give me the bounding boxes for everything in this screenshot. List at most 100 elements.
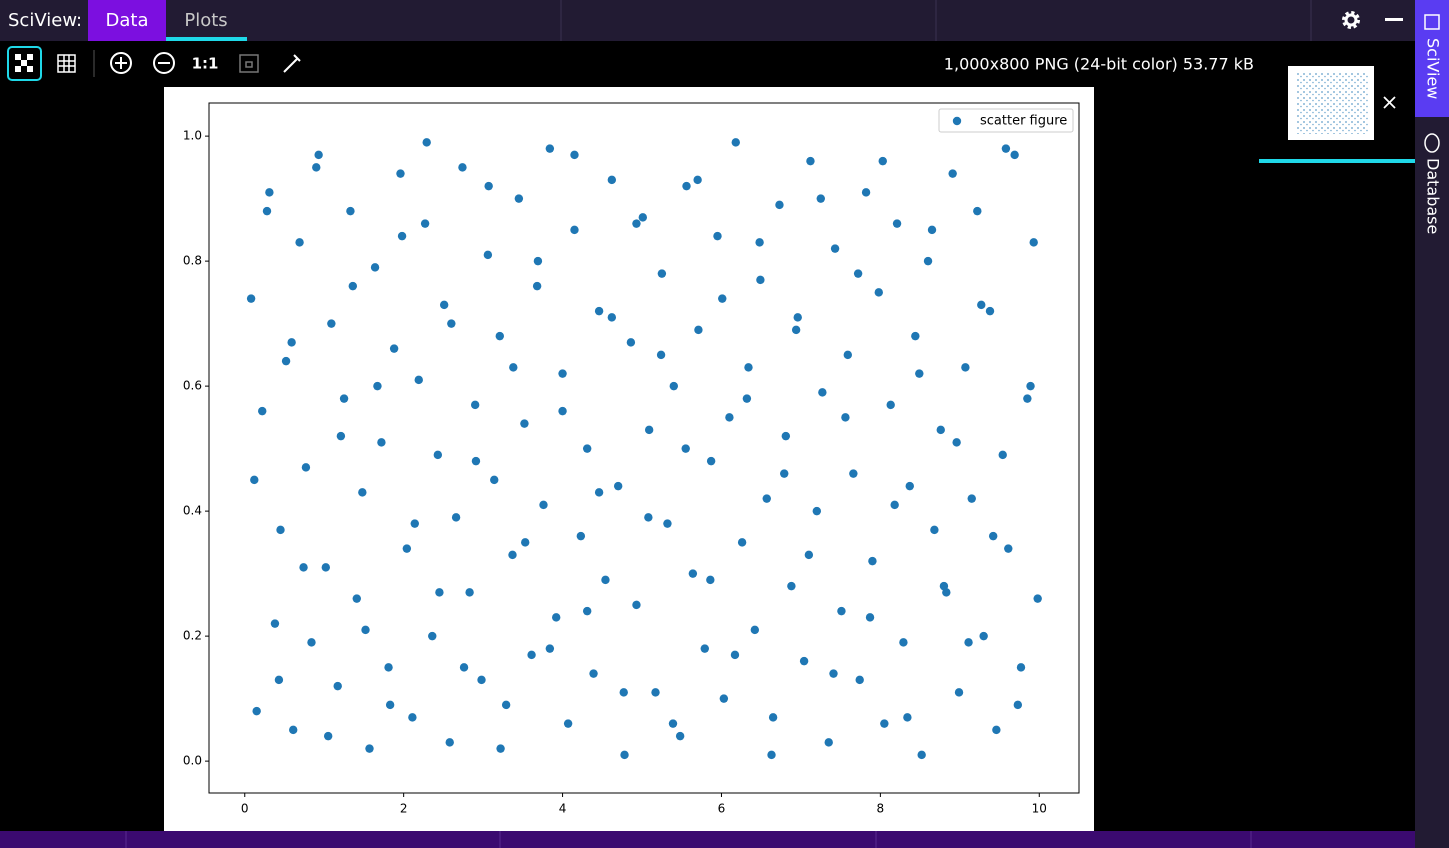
fit-icon[interactable] — [239, 54, 259, 73]
scatter-point — [967, 494, 976, 503]
zoom-in-icon[interactable] — [110, 52, 132, 74]
plot: 0 2 4 6 8 10 0.0 0.2 0.4 0.6 0.8 1.0 scatter figure — [183, 102, 1080, 816]
scatter-point — [644, 425, 654, 435]
scatter-point — [843, 350, 852, 360]
scatter-point — [262, 206, 272, 216]
color-picker-icon[interactable] — [283, 54, 301, 73]
scatter-point — [570, 150, 579, 160]
scatter-point — [451, 513, 461, 522]
image-info: 1,000x800 PNG (24-bit color) 53.77 kB — [944, 55, 1254, 74]
scatter-point — [988, 531, 998, 541]
scatter-point — [917, 750, 926, 760]
settings-icon[interactable] — [1342, 11, 1360, 29]
y-tick-label: 0.0 — [183, 754, 202, 768]
scatter-point — [433, 450, 443, 460]
scatter-point — [281, 356, 291, 366]
scatter-point — [886, 400, 895, 410]
scatter-point — [373, 381, 382, 391]
tab-data[interactable]: Data — [106, 10, 149, 31]
scatter-point — [668, 719, 678, 728]
axes-frame — [208, 102, 1080, 794]
scatter-point — [730, 650, 740, 660]
scatter-point — [837, 606, 846, 616]
actual-size[interactable]: 1:1 — [192, 55, 219, 73]
scatter-point — [762, 494, 771, 503]
scatter-point — [520, 419, 529, 428]
scatter-point — [402, 544, 412, 553]
scatter-point — [327, 319, 336, 328]
legend-box — [938, 108, 1074, 133]
scatter-point — [274, 675, 284, 685]
y-tick-label: 0.2 — [183, 629, 202, 643]
scatter-point — [1029, 238, 1038, 247]
scatter-point — [890, 500, 899, 510]
scatter-point — [979, 631, 988, 641]
scatter-point — [1023, 394, 1032, 403]
scatter-point — [755, 238, 764, 247]
scatter-point — [632, 600, 641, 610]
scatter-point — [246, 294, 256, 303]
scatter-point — [558, 369, 567, 378]
scatter-point — [977, 300, 986, 310]
scatter-point — [725, 413, 734, 422]
scatter-point — [644, 513, 653, 522]
scatter-point — [295, 238, 304, 247]
side-tab-database[interactable]: Database — [1424, 158, 1443, 234]
scatter-point — [420, 219, 430, 228]
scatter-point — [496, 744, 505, 753]
tab-plots[interactable]: Plots — [184, 10, 227, 31]
scatter-point — [582, 444, 592, 453]
close-thumbnail[interactable] — [1383, 96, 1396, 109]
scatter-point — [314, 150, 323, 160]
side-tab-sciview[interactable]: SciView — [1424, 38, 1443, 99]
scatter-point — [855, 675, 864, 685]
tab-active[interactable] — [88, 0, 166, 41]
scatter-point — [791, 325, 801, 335]
x-tick-label: 6 — [718, 802, 726, 816]
scatter-point — [853, 269, 863, 278]
y-tick-label: 0.4 — [183, 504, 202, 518]
scatter-point — [756, 275, 765, 285]
minimize-icon[interactable] — [1385, 18, 1403, 21]
scatter-point — [961, 363, 970, 372]
scatter-point — [483, 250, 493, 260]
x-tick-label: 2 — [400, 802, 408, 816]
scatter-point — [365, 744, 374, 753]
scatter-point — [669, 381, 678, 391]
scatter-point — [719, 694, 729, 703]
scatter-point — [570, 225, 579, 235]
scatter-point — [694, 325, 703, 335]
scatter-point — [301, 463, 311, 472]
zoom-out-icon[interactable] — [153, 52, 175, 74]
scatter-point — [389, 344, 399, 353]
scatter-point — [824, 738, 833, 747]
scatter-point — [539, 500, 548, 510]
scatter-point — [804, 550, 814, 560]
scatter-point — [582, 606, 592, 616]
scatter-point — [607, 175, 617, 185]
side-tab-active[interactable] — [1415, 0, 1449, 117]
scatter-point — [806, 156, 815, 166]
toolbar-toggle-active[interactable] — [7, 46, 42, 81]
y-tick-label: 0.6 — [183, 379, 202, 393]
sciview-icon — [1424, 14, 1440, 30]
scatter-point — [744, 363, 753, 372]
scatter-point — [861, 188, 871, 197]
scatter-point — [470, 400, 480, 410]
grid-icon[interactable] — [57, 54, 76, 73]
scatter-point — [992, 725, 1001, 735]
scatter-point — [923, 256, 933, 266]
scatter-point — [829, 669, 838, 678]
scatter-point — [370, 263, 380, 272]
scatter-point — [408, 713, 417, 722]
scatter-point — [1013, 700, 1023, 710]
app-label: SciView: — [8, 10, 82, 31]
scatter-point — [1001, 144, 1011, 153]
scatter-point — [818, 388, 827, 397]
scatter-point — [973, 206, 982, 216]
scatter-point — [657, 269, 667, 278]
scatter-point — [656, 350, 666, 360]
scatter-point — [396, 169, 405, 178]
scatter-point — [250, 475, 259, 485]
scatter-point — [693, 175, 702, 185]
